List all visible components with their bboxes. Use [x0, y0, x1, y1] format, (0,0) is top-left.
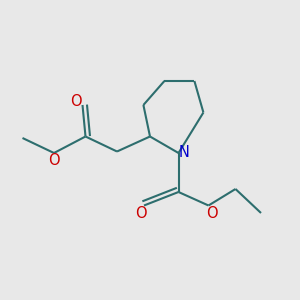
Text: O: O	[48, 153, 60, 168]
Text: O: O	[135, 206, 147, 221]
Text: O: O	[70, 94, 82, 110]
Text: O: O	[206, 206, 217, 221]
Text: N: N	[178, 145, 189, 160]
